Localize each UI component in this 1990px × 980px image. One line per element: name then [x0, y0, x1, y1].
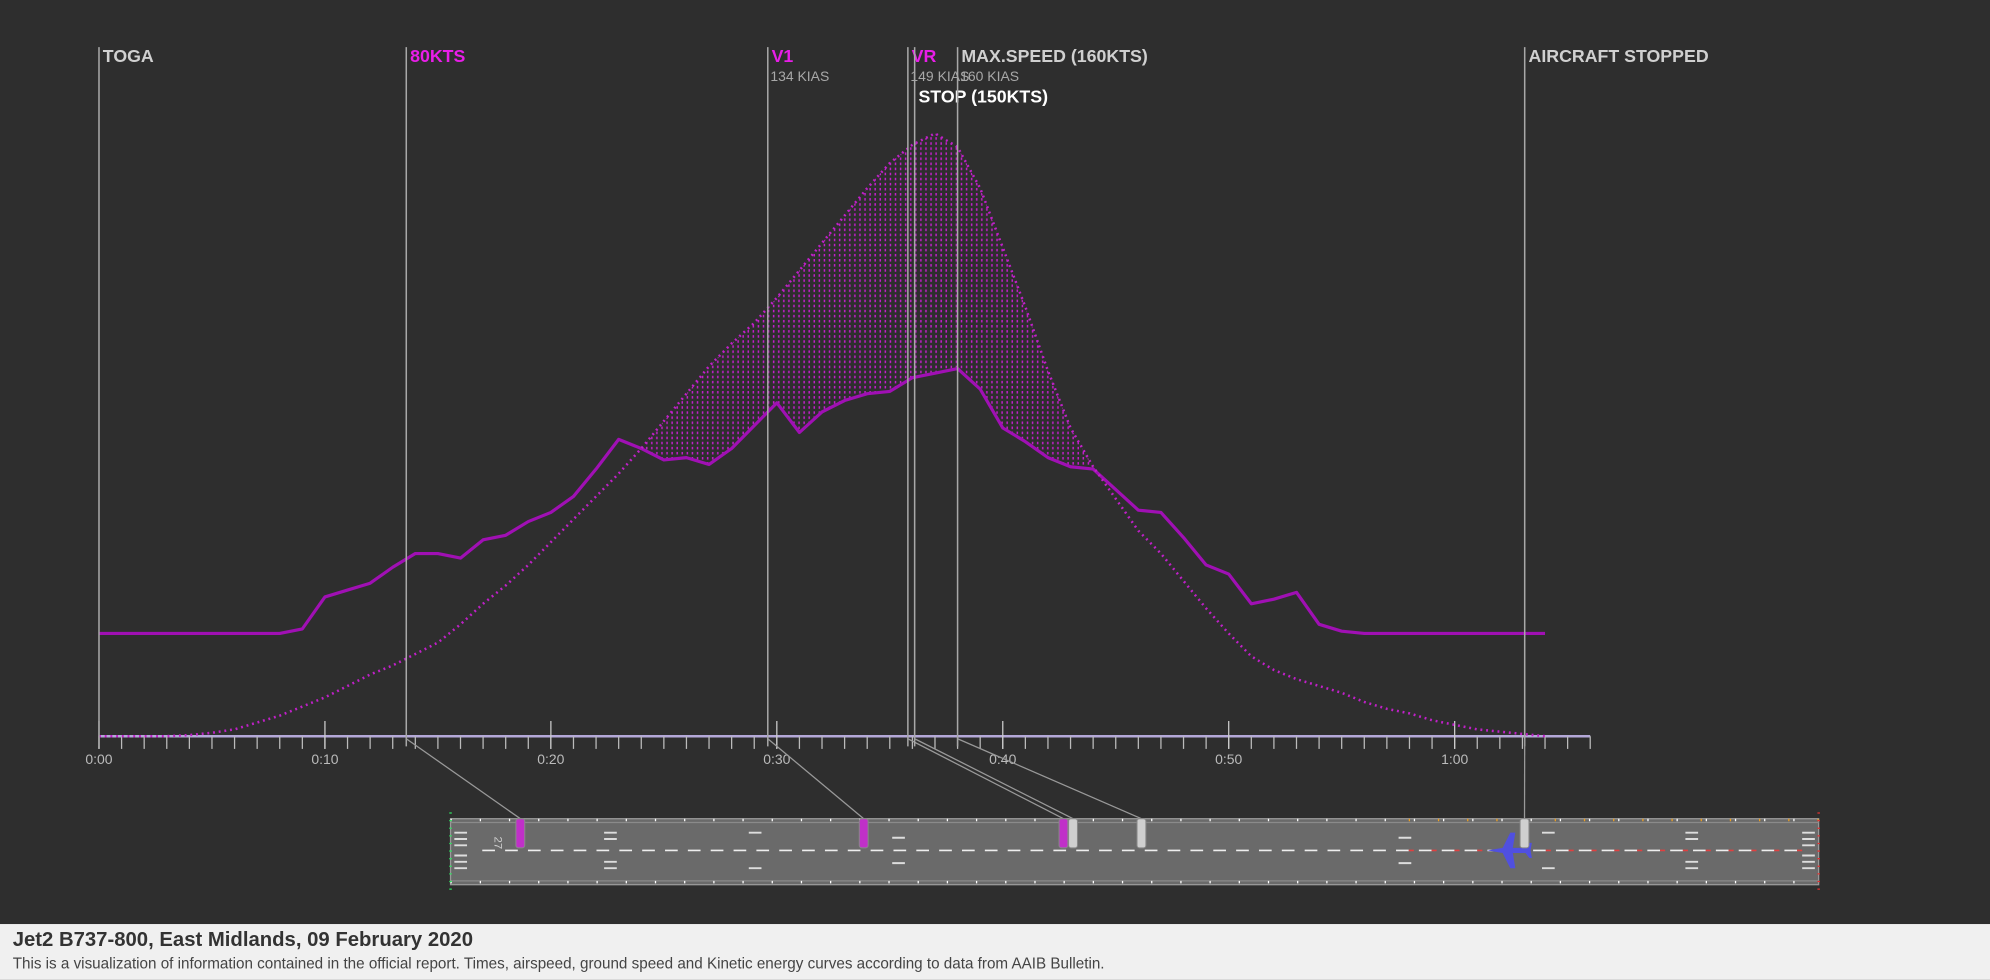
- event-sublabel: 160 KIAS: [960, 68, 1019, 84]
- event-connector: [914, 738, 1074, 820]
- runway-marker: [1058, 818, 1069, 849]
- x-tick-label: 0:50: [1215, 751, 1242, 767]
- event-label: V1: [772, 46, 794, 66]
- runway-label: 27: [491, 836, 503, 849]
- x-tick-label: 0:00: [85, 751, 112, 767]
- runway-marker: [1136, 818, 1147, 849]
- runway-marker: [515, 818, 526, 849]
- event-connector: [957, 738, 1142, 820]
- event-connector: [767, 738, 865, 820]
- runway-marker: [858, 818, 869, 849]
- runway-marker: [1068, 818, 1078, 849]
- runway-marker: [1519, 818, 1530, 849]
- x-tick-label: 0:30: [763, 751, 790, 767]
- event-label: MAX.SPEED (160KTS): [961, 46, 1148, 66]
- event-label: VR: [912, 46, 937, 66]
- event-connector: [405, 738, 521, 820]
- x-tick-label: 0:10: [311, 751, 338, 767]
- x-tick-label: 0:20: [537, 751, 564, 767]
- event-label: AIRCRAFT STOPPED: [1529, 46, 1709, 66]
- event-label: TOGA: [103, 46, 154, 66]
- background: [0, 0, 1990, 924]
- series-line: [98, 366, 1546, 636]
- footer-title: Jet2 B737-800, East Midlands, 09 Februar…: [13, 929, 473, 951]
- event-sublabel: 134 KIAS: [770, 68, 829, 84]
- event-sublabel: 149 KIAS: [910, 68, 969, 84]
- aircraft-icon: [1487, 832, 1532, 869]
- footer: [0, 924, 1990, 980]
- event-connector: [907, 738, 1064, 820]
- runway: [449, 812, 1820, 892]
- x-tick-label: 1:00: [1441, 751, 1468, 767]
- footer-subtitle: This is a visualization of information c…: [13, 956, 1105, 973]
- event-label: 80KTS: [410, 46, 465, 66]
- event-label: STOP (150KTS): [918, 87, 1048, 107]
